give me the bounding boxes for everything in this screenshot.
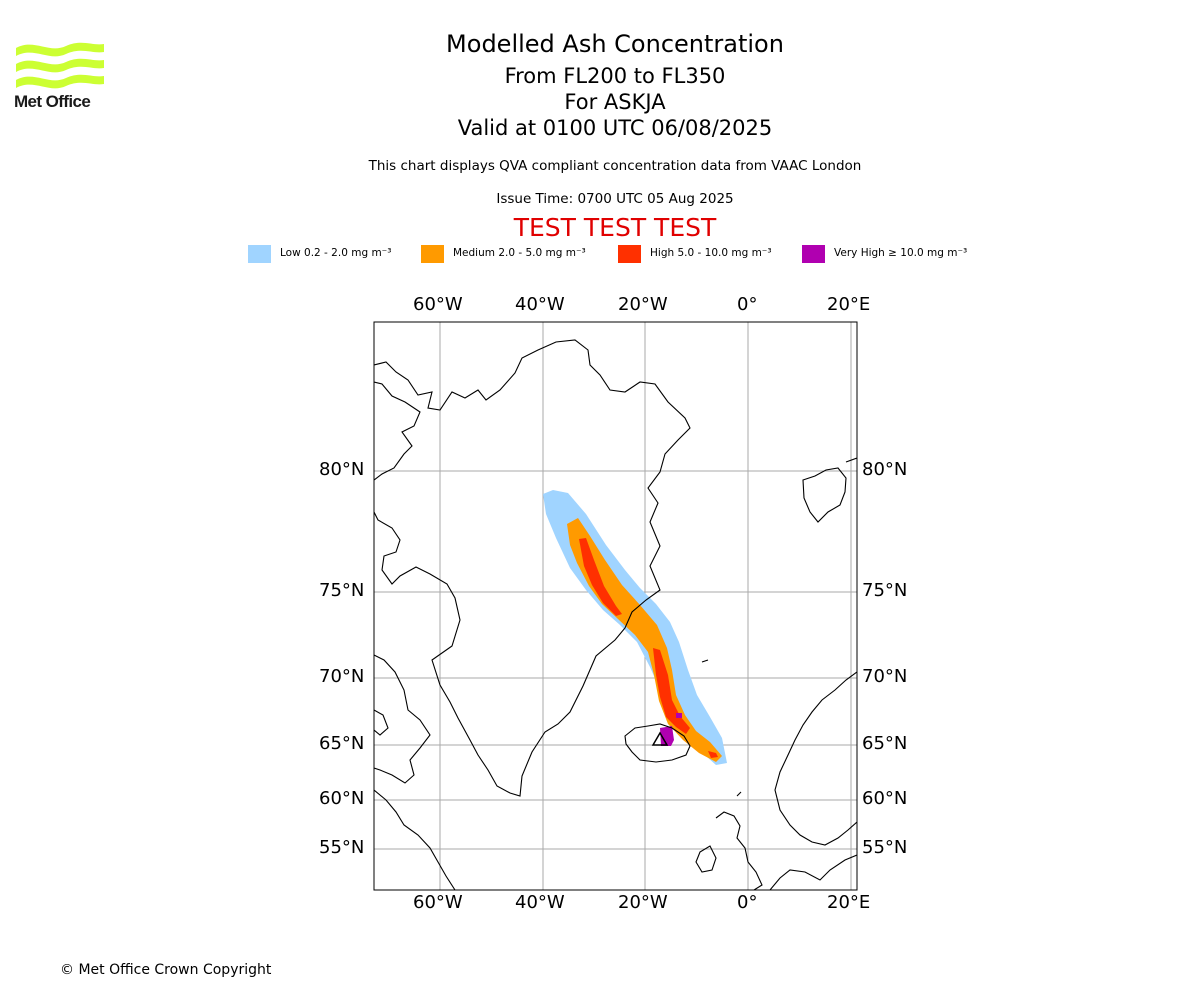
left-lat-label-55n: 55°N [319,837,365,858]
coastlines [374,339,857,890]
left-lat-label-80n: 80°N [319,459,365,480]
left-lat-label-70n: 70°N [319,666,365,687]
right-lat-label-55n: 55°N [862,837,908,858]
legend-swatch-medium [421,245,444,263]
left-lat-label-75n: 75°N [319,580,365,601]
left-lat-label-60n: 60°N [319,788,365,809]
legend-label-medium: Medium 2.0 - 5.0 mg m⁻³ [453,247,586,259]
ash-very-high-spot [676,713,682,718]
flight-level-range: From FL200 to FL350 [504,64,726,88]
map-frame [373,321,858,891]
legend-label-high: High 5.0 - 10.0 mg m⁻³ [650,247,772,259]
right-lat-label-70n: 70°N [862,666,908,687]
ash-high-region [579,538,622,616]
logo-wordmark: Met Office [14,92,91,111]
test-banner: TEST TEST TEST [513,213,717,242]
legend-swatch-high [618,245,641,263]
top-lon-label-40w: 40°W [515,294,565,315]
bottom-lon-label-40w: 40°W [515,892,565,913]
right-lat-label-80n: 80°N [862,459,908,480]
right-lat-label-60n: 60°N [862,788,908,809]
top-lon-label-0: 0° [737,294,758,315]
ash-very-high-region [660,726,674,746]
volcano-name: For ASKJA [564,90,666,114]
right-lat-label-65n: 65°N [862,733,908,754]
chart-description: This chart displays QVA compliant concen… [368,158,862,174]
copyright-notice: © Met Office Crown Copyright [60,962,272,978]
top-lon-label-60w: 60°W [413,294,463,315]
left-lat-label-65n: 65°N [319,733,365,754]
ash-high-region-south [653,648,690,734]
ash-medium-region [567,518,722,762]
bottom-lon-label-0: 0° [737,892,758,913]
chart-title: Modelled Ash Concentration [446,30,784,58]
legend-swatch-low [248,245,271,263]
bottom-lon-label-60w: 60°W [413,892,463,913]
volcano-triangle-icon [651,731,669,746]
legend-label-very-high: Very High ≥ 10.0 mg m⁻³ [834,247,968,259]
map-gridlines [374,322,857,890]
right-lat-label-75n: 75°N [862,580,908,601]
top-lon-label-20w: 20°W [618,294,668,315]
top-lon-label-20e: 20°E [827,294,871,315]
valid-time: Valid at 0100 UTC 06/08/2025 [457,116,773,140]
legend-label-low: Low 0.2 - 2.0 mg m⁻³ [280,247,392,259]
bottom-lon-label-20w: 20°W [618,892,668,913]
bottom-lon-label-20e: 20°E [827,892,871,913]
issue-time: Issue Time: 0700 UTC 05 Aug 2025 [496,191,734,207]
ash-high-region-east [708,751,718,758]
legend-swatch-very-high [802,245,825,263]
met-office-logo-icon [16,42,104,89]
